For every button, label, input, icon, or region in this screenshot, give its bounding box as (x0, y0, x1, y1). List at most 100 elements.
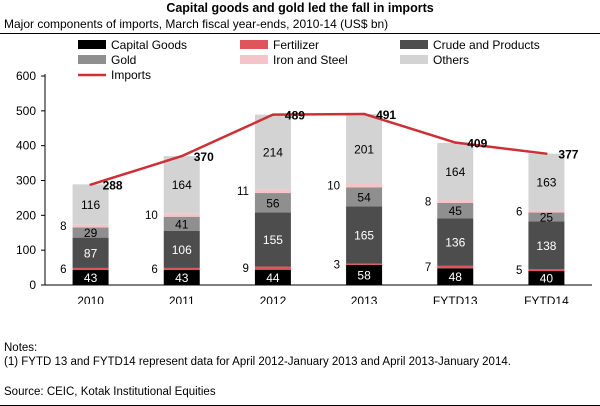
legend-label-capital_goods: Capital Goods (111, 38, 187, 52)
legend-swatch-others (400, 55, 428, 64)
data-label-capital_goods: 43 (84, 271, 98, 285)
data-label-iron_steel: 8 (60, 221, 66, 233)
data-label-others: 201 (354, 142, 374, 156)
x-tick-label: 2012 (260, 294, 287, 304)
source-text: Source: CEIC, Kotak Institutional Equiti… (4, 386, 216, 398)
data-label-gold: 45 (449, 204, 463, 218)
data-label-fertilizer: 6 (60, 264, 66, 276)
bar-fertilizer (528, 269, 565, 272)
data-label-gold: 56 (266, 196, 280, 210)
bar-capital_goods (346, 264, 383, 285)
imports-data-label: 491 (376, 108, 396, 122)
data-label-iron_steel: 10 (145, 210, 158, 222)
legend-label-iron_steel: Iron and Steel (273, 53, 348, 67)
data-label-iron_steel: 10 (327, 181, 340, 193)
data-label-capital_goods: 43 (175, 271, 189, 285)
data-label-capital_goods: 44 (266, 271, 280, 285)
imports-point (180, 154, 183, 158)
chart-title: Capital goods and gold led the fall in i… (166, 1, 434, 15)
title-divider (0, 33, 600, 34)
data-label-crude: 106 (172, 243, 192, 257)
data-label-fertilizer: 9 (243, 263, 249, 275)
segment-labels: 4368729811643610641101644491555611214583… (60, 142, 557, 285)
bar-fertilizer (163, 267, 200, 271)
x-tick-label: FYTD13 (433, 294, 478, 304)
bar-gold (528, 212, 565, 222)
data-label-iron_steel: 11 (237, 186, 249, 198)
x-tick-label: FYTD14 (524, 294, 569, 304)
data-label-iron_steel: 8 (425, 196, 431, 208)
legend-swatch-crude (400, 40, 428, 49)
bar-capital_goods (72, 270, 109, 285)
bar-iron_steel (254, 189, 291, 194)
y-tick-label: 200 (16, 208, 36, 222)
imports-point (89, 183, 92, 186)
bar-fertilizer (346, 263, 383, 265)
data-label-fertilizer: 6 (151, 264, 157, 276)
y-tick-label: 100 (16, 243, 36, 257)
data-label-others: 116 (81, 198, 100, 212)
legend-label-crude: Crude and Products (433, 38, 540, 52)
legend-swatch-iron_steel (240, 55, 268, 64)
legend-label-imports_line: Imports (111, 68, 151, 82)
y-tick-label: 0 (29, 278, 36, 292)
data-label-capital_goods: 58 (357, 268, 371, 282)
data-label-gold: 41 (175, 217, 189, 231)
data-label-gold: 29 (84, 226, 98, 240)
imports-data-label: 370 (194, 150, 214, 164)
bar-capital_goods (528, 271, 565, 285)
data-label-crude: 165 (354, 229, 374, 243)
bar-gold (346, 187, 383, 207)
imports-data-label: 409 (467, 137, 487, 151)
bar-capital_goods (163, 270, 200, 285)
x-tick-label: 2013 (351, 294, 378, 304)
legend-label-fertilizer: Fertilizer (273, 38, 319, 52)
imports-data-label: 377 (558, 148, 578, 162)
bar-crude (163, 231, 200, 268)
bar-others (437, 142, 474, 201)
data-label-fertilizer: 5 (516, 265, 522, 277)
y-tick-label: 300 (16, 174, 36, 188)
data-label-others: 164 (445, 165, 465, 179)
bar-crude (346, 206, 383, 264)
notes-heading: Notes: (4, 342, 38, 354)
imports-point (545, 152, 548, 155)
imports-point (454, 141, 457, 144)
imports-data-label: 489 (285, 109, 305, 123)
notes-text: (1) FYTD 13 and FYTD14 represent data fo… (4, 356, 511, 368)
bar-fertilizer (72, 267, 109, 271)
data-label-iron_steel: 6 (516, 207, 522, 219)
bar-gold (72, 227, 109, 238)
data-label-gold: 25 (540, 210, 554, 224)
data-label-others: 214 (263, 145, 283, 159)
imports-line-layer: 288 370 489 491 409 377 (89, 108, 579, 193)
x-tick-label: 2010 (77, 294, 104, 304)
x-tick-label: 2011 (169, 294, 195, 304)
bar-fertilizer (254, 266, 291, 270)
bar-others (163, 156, 200, 214)
bar-crude (254, 212, 291, 267)
imports-point (271, 113, 275, 116)
data-label-capital_goods: 48 (449, 270, 463, 284)
imports-point (362, 112, 366, 116)
bar-crude (437, 218, 474, 266)
data-label-gold: 54 (357, 190, 371, 204)
bar-fertilizer (437, 265, 474, 269)
y-tick-label: 500 (16, 104, 36, 118)
bar-gold (254, 193, 291, 213)
data-label-crude: 138 (536, 239, 556, 253)
data-label-others: 164 (172, 178, 192, 192)
legend-label-gold: Gold (111, 53, 136, 67)
bar-others (346, 113, 383, 184)
bar-iron_steel (528, 210, 565, 213)
bar-crude (528, 221, 565, 270)
legend-swatch-capital_goods (78, 40, 106, 49)
data-label-fertilizer: 7 (425, 262, 431, 274)
bar-iron_steel (72, 224, 109, 228)
legend-swatch-fertilizer (240, 40, 268, 49)
bar-gold (163, 216, 200, 232)
chart-subtitle: Major components of imports, March fisca… (4, 17, 389, 31)
data-label-crude: 136 (445, 236, 465, 250)
legend-label-others: Others (433, 53, 469, 67)
